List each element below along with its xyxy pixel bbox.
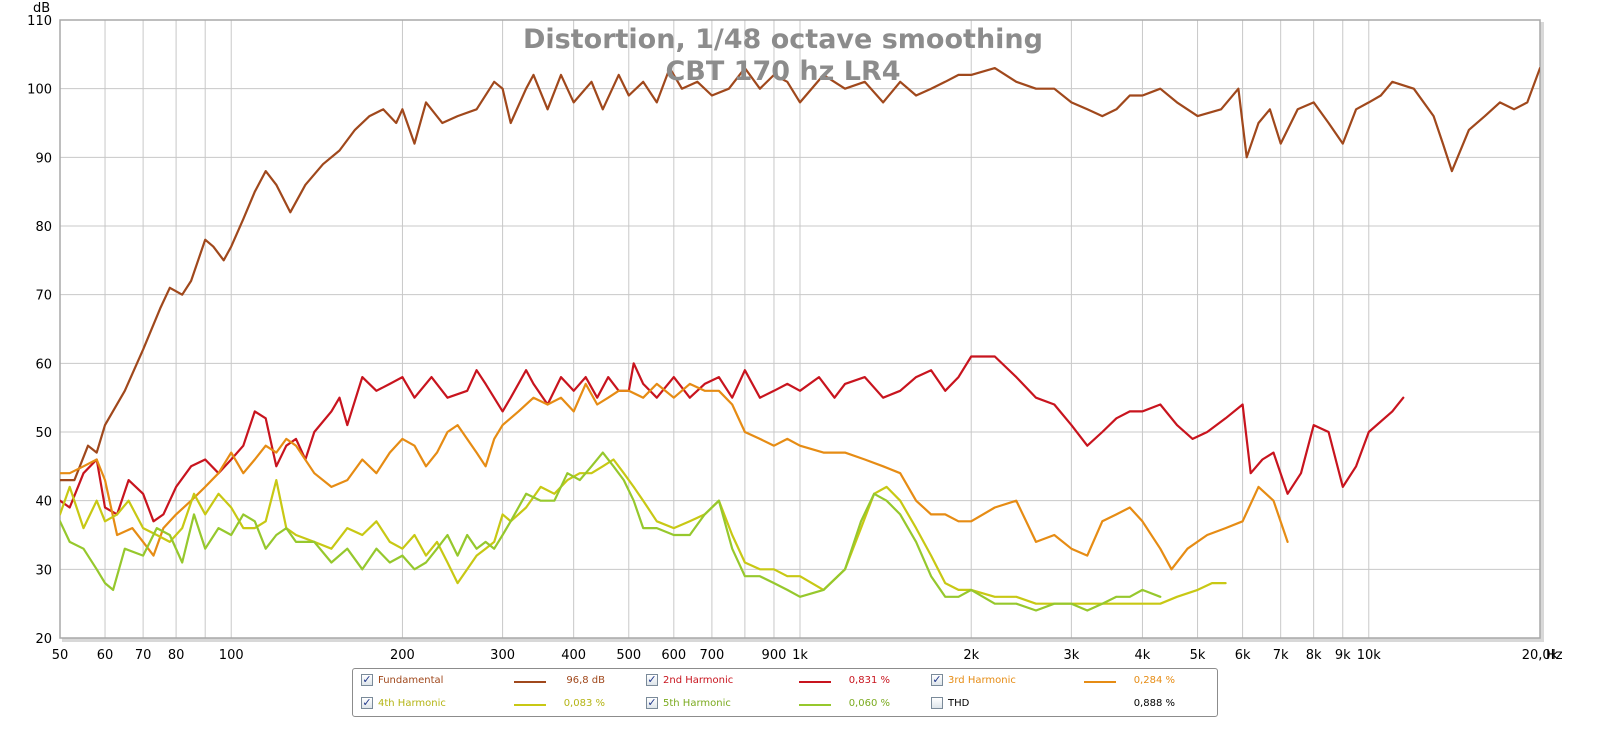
legend-item-3rd-harmonic: ✓ 3rd Harmonic 0,284 % bbox=[931, 670, 1211, 692]
x-axis-ticks: 50 60 70 80 100 200 300 400 500 600 700 900 1k 2k 3k 4k… bbox=[52, 648, 1559, 663]
legend: ✓ Fundamental 96,8 dB ✓ 2nd Harmonic 0,8… bbox=[352, 668, 1218, 717]
3rd-harmonic-checkbox[interactable]: ✓ bbox=[931, 673, 943, 686]
legend-swatch bbox=[514, 704, 546, 706]
y-tick-label: 80 bbox=[35, 220, 52, 235]
x-tick-label: 600 bbox=[661, 648, 686, 663]
x-tick-label: 50 bbox=[52, 648, 69, 663]
x-axis-unit: Hz bbox=[1546, 648, 1563, 663]
legend-label: 4th Harmonic bbox=[378, 698, 446, 709]
legend-value: 0,284 % bbox=[1133, 675, 1175, 686]
2nd-harmonic-checkbox[interactable]: ✓ bbox=[646, 673, 658, 686]
x-tick-label: 100 bbox=[219, 648, 244, 663]
legend-item-5th-harmonic: ✓ 5th Harmonic 0,060 % bbox=[646, 693, 926, 715]
grid-lines bbox=[59, 19, 1541, 639]
y-axis-label: dB bbox=[33, 1, 50, 16]
legend-value: 0,888 % bbox=[1133, 698, 1175, 709]
legend-item-4th-harmonic: ✓ 4th Harmonic 0,083 % bbox=[361, 693, 641, 715]
legend-item-fundamental: ✓ Fundamental 96,8 dB bbox=[361, 670, 641, 692]
legend-label: 3rd Harmonic bbox=[948, 675, 1016, 686]
x-tick-label: 9k bbox=[1335, 648, 1351, 663]
series-layer bbox=[60, 67, 1540, 612]
y-tick-label: 70 bbox=[35, 289, 52, 304]
legend-label: 2nd Harmonic bbox=[663, 675, 734, 686]
legend-swatch bbox=[799, 681, 831, 683]
5th-harmonic-checkbox[interactable]: ✓ bbox=[646, 696, 658, 709]
x-tick-label: 80 bbox=[168, 648, 185, 663]
chart-subtitle: CBT 170 hz LR4 bbox=[665, 56, 900, 87]
legend-value: 96,8 dB bbox=[566, 675, 605, 686]
series-line-5th-harmonic bbox=[60, 451, 1162, 612]
series-line-fundamental bbox=[60, 67, 1540, 482]
legend-swatch bbox=[1084, 681, 1116, 683]
y-tick-label: 30 bbox=[35, 563, 52, 578]
x-tick-label: 4k bbox=[1135, 648, 1151, 663]
legend-value: 0,060 % bbox=[848, 698, 890, 709]
y-tick-label: 40 bbox=[35, 495, 52, 510]
legend-value: 0,831 % bbox=[848, 675, 890, 686]
legend-item-thd: THD 0,888 % bbox=[931, 693, 1211, 715]
x-tick-label: 300 bbox=[490, 648, 515, 663]
chart-title: Distortion, 1/48 octave smoothing bbox=[523, 24, 1043, 55]
thd-checkbox[interactable] bbox=[931, 697, 943, 709]
y-tick-label: 60 bbox=[35, 357, 52, 372]
y-tick-label: 100 bbox=[27, 83, 52, 98]
y-tick-label: 90 bbox=[35, 151, 52, 166]
x-tick-label: 2k bbox=[963, 648, 979, 663]
legend-label: Fundamental bbox=[378, 675, 444, 686]
y-tick-label: 20 bbox=[35, 632, 52, 647]
series-line-3rd-harmonic bbox=[60, 382, 1289, 571]
x-tick-label: 400 bbox=[561, 648, 586, 663]
y-axis-ticks: 20 30 40 50 60 70 80 90 100 110 bbox=[27, 14, 52, 647]
series-line-4th-harmonic bbox=[60, 458, 1227, 605]
y-tick-label: 50 bbox=[35, 426, 52, 441]
x-tick-label: 500 bbox=[616, 648, 641, 663]
x-tick-label: 10k bbox=[1357, 648, 1382, 663]
y-tick-label: 110 bbox=[27, 14, 52, 29]
distortion-chart: 20 30 40 50 60 70 80 90 100 110 50 60 70 80 100 200 300… bbox=[27, 1, 1563, 663]
legend-value: 0,083 % bbox=[563, 698, 605, 709]
x-tick-label: 1k bbox=[792, 648, 808, 663]
legend-label: THD bbox=[948, 698, 970, 709]
x-tick-label: 20,0k bbox=[1522, 648, 1559, 663]
legend-swatch bbox=[799, 704, 831, 706]
x-tick-label: 5k bbox=[1190, 648, 1206, 663]
x-tick-label: 6k bbox=[1235, 648, 1251, 663]
x-tick-label: 60 bbox=[97, 648, 114, 663]
legend-swatch bbox=[514, 681, 546, 683]
x-tick-label: 3k bbox=[1063, 648, 1079, 663]
fundamental-checkbox[interactable]: ✓ bbox=[361, 673, 373, 686]
legend-label: 5th Harmonic bbox=[663, 698, 731, 709]
plot-border bbox=[59, 19, 1541, 639]
x-tick-label: 200 bbox=[390, 648, 415, 663]
x-tick-label: 7k bbox=[1273, 648, 1289, 663]
4th-harmonic-checkbox[interactable]: ✓ bbox=[361, 696, 373, 709]
legend-item-2nd-harmonic: ✓ 2nd Harmonic 0,831 % bbox=[646, 670, 926, 692]
x-tick-label: 700 bbox=[699, 648, 724, 663]
x-tick-label: 900 bbox=[762, 648, 787, 663]
x-tick-label: 8k bbox=[1306, 648, 1322, 663]
x-tick-label: 70 bbox=[135, 648, 152, 663]
